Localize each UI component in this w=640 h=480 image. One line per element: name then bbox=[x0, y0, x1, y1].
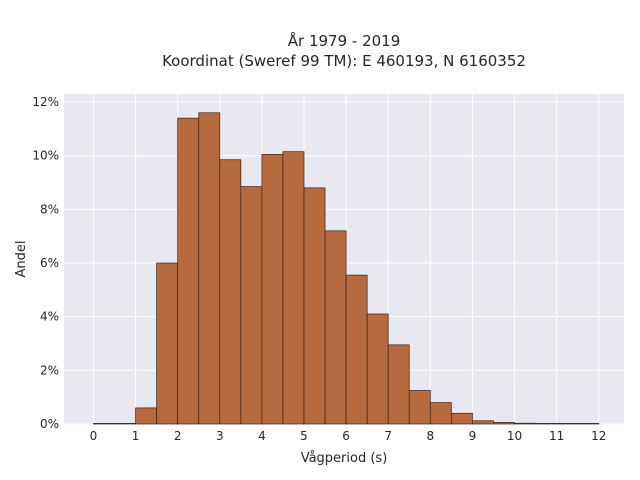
x-tick-label-1: 1 bbox=[132, 429, 140, 443]
histogram-bar-8 bbox=[261, 154, 284, 425]
x-tick-label-11: 11 bbox=[549, 429, 564, 443]
x-tick-label-7: 7 bbox=[384, 429, 392, 443]
y-tick-label-2: 4% bbox=[40, 310, 59, 324]
histogram-bar-13 bbox=[366, 313, 389, 425]
histogram-bar-17 bbox=[451, 412, 473, 425]
x-axis-label: Vågperiod (s) bbox=[301, 451, 388, 466]
histogram-bar-11 bbox=[324, 230, 347, 425]
chart-title-line-2: Koordinat (Sweref 99 TM): E 460193, N 61… bbox=[162, 52, 526, 70]
y-tick-label-4: 8% bbox=[40, 202, 59, 216]
histogram-bar-19 bbox=[493, 422, 515, 425]
histogram-bar-23 bbox=[577, 423, 600, 425]
histogram-bar-2 bbox=[135, 407, 157, 425]
chart-title-line-1: År 1979 - 2019 bbox=[288, 31, 401, 50]
x-tick-label-2: 2 bbox=[174, 429, 182, 443]
histogram-bar-0 bbox=[93, 423, 115, 425]
y-tick-label-6: 12% bbox=[32, 95, 59, 109]
y-tick-label-3: 6% bbox=[40, 256, 59, 270]
y-axis-label: Andel bbox=[14, 241, 29, 278]
x-tick-label-6: 6 bbox=[342, 429, 350, 443]
x-tick-label-0: 0 bbox=[90, 429, 98, 443]
y-tick-label-0: 0% bbox=[40, 417, 59, 431]
histogram-bar-1 bbox=[114, 423, 136, 425]
x-tick-label-10: 10 bbox=[507, 429, 522, 443]
histogram-bar-22 bbox=[556, 423, 579, 425]
bars bbox=[93, 112, 600, 425]
histogram-bar-12 bbox=[345, 274, 368, 425]
x-tick-label-12: 12 bbox=[591, 429, 606, 443]
x-tick-label-3: 3 bbox=[216, 429, 224, 443]
y-tick-label-5: 10% bbox=[32, 149, 59, 163]
x-tick-label-9: 9 bbox=[469, 429, 477, 443]
histogram-bar-10 bbox=[303, 187, 326, 425]
x-tick-label-8: 8 bbox=[426, 429, 434, 443]
x-tick-label-4: 4 bbox=[258, 429, 266, 443]
histogram-bar-3 bbox=[156, 262, 179, 425]
y-tick-label-1: 2% bbox=[40, 363, 59, 377]
histogram-bar-14 bbox=[387, 344, 410, 425]
histogram-bar-6 bbox=[219, 159, 242, 425]
x-tick-label-5: 5 bbox=[300, 429, 308, 443]
histogram-bar-5 bbox=[198, 112, 221, 425]
histogram-bar-20 bbox=[514, 422, 536, 425]
x-axis-ticks: 0 1 2 3 4 5 6 7 8 9 10 11 12 bbox=[90, 429, 607, 443]
histogram-bar-9 bbox=[282, 151, 305, 425]
histogram-bar-4 bbox=[177, 117, 200, 425]
histogram-bar-15 bbox=[408, 390, 431, 425]
y-axis-ticks: 0% 2% 4% 6% 8% 10% 12% bbox=[32, 95, 59, 431]
histogram-bar-7 bbox=[240, 186, 263, 425]
histogram-bar-18 bbox=[472, 420, 494, 425]
histogram-bar-16 bbox=[429, 402, 452, 425]
histogram-bar-21 bbox=[535, 423, 557, 425]
